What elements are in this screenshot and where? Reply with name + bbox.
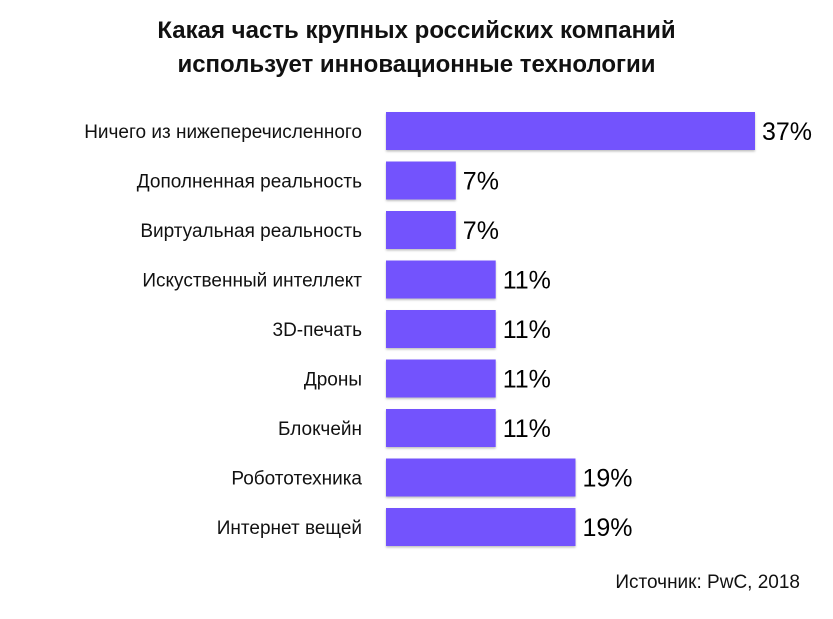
value-label: 7%	[463, 217, 499, 245]
value-label: 19%	[582, 465, 632, 493]
bar	[386, 310, 496, 348]
bar	[386, 458, 576, 497]
source-note: Источник: PwC, 2018	[615, 572, 800, 593]
category-label: Ничего из нижеперечисленного	[84, 122, 362, 143]
value-label: 19%	[582, 514, 632, 542]
value-label: 7%	[463, 168, 499, 196]
value-label: 11%	[503, 316, 551, 344]
bar	[386, 211, 456, 249]
category-label: Дроны	[304, 370, 362, 391]
category-label: Искуственный интеллект	[142, 271, 362, 292]
bar	[386, 359, 496, 398]
category-label: Робототехника	[231, 469, 362, 490]
bar	[386, 112, 755, 150]
bar	[386, 161, 456, 200]
value-label: 11%	[503, 366, 551, 394]
category-label: Блокчейн	[278, 419, 362, 440]
category-label: Виртуальная реальность	[140, 221, 362, 242]
chart-title-line-2: использует инновационные технологии	[177, 51, 656, 78]
bar	[386, 409, 496, 447]
category-label: 3D-печать	[273, 320, 363, 341]
bar	[386, 508, 576, 546]
value-label: 37%	[762, 118, 812, 146]
value-label: 11%	[503, 415, 551, 443]
chart-title: Какая часть крупных российских компаний …	[0, 14, 833, 82]
value-label: 11%	[503, 267, 551, 295]
category-label: Интернет вещей	[217, 518, 362, 539]
chart-title-line-1: Какая часть крупных российских компаний	[157, 17, 676, 44]
category-label: Дополненная реальность	[137, 172, 362, 193]
bar	[386, 260, 496, 299]
